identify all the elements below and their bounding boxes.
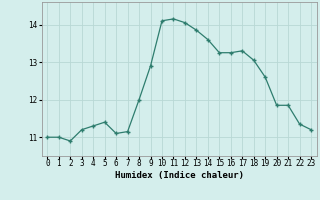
X-axis label: Humidex (Indice chaleur): Humidex (Indice chaleur) bbox=[115, 171, 244, 180]
